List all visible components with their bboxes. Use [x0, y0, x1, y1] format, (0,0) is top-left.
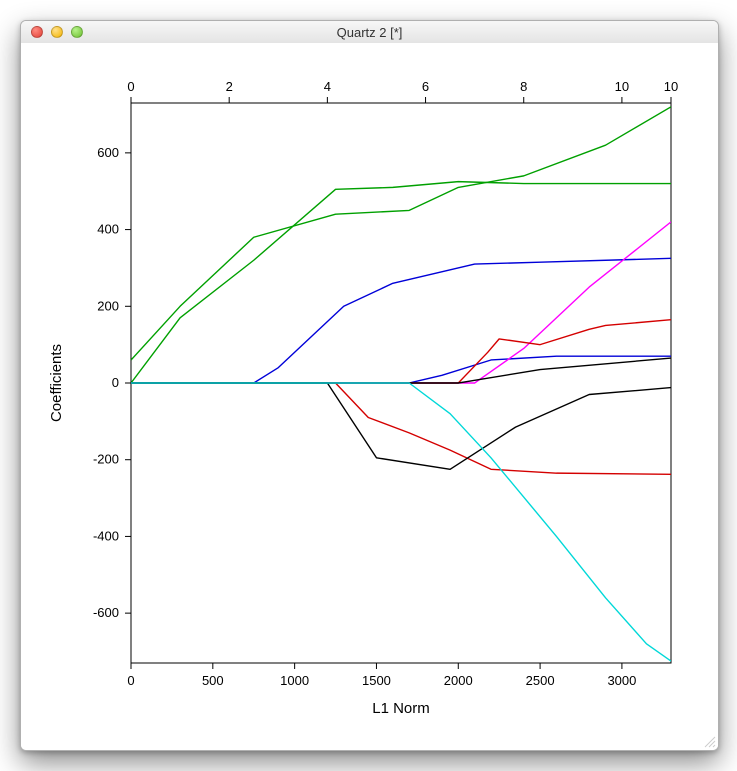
top-tick-label: 4 — [324, 79, 331, 94]
x-tick-label: 3000 — [607, 673, 636, 688]
y-tick-label: 0 — [112, 375, 119, 390]
plot-content: 050010001500200025003000-600-400-2000200… — [21, 43, 718, 750]
y-tick-label: 600 — [97, 145, 119, 160]
top-tick-label: 2 — [226, 79, 233, 94]
y-tick-label: 400 — [97, 222, 119, 237]
coefficients-plot: 050010001500200025003000-600-400-2000200… — [21, 43, 718, 750]
top-tick-label: 8 — [520, 79, 527, 94]
top-tick-label: 0 — [127, 79, 134, 94]
x-tick-label: 1000 — [280, 673, 309, 688]
close-icon[interactable] — [31, 26, 43, 38]
traffic-lights — [21, 26, 83, 38]
x-tick-label: 500 — [202, 673, 224, 688]
top-tick-label: 10 — [664, 79, 678, 94]
top-tick-label: 6 — [422, 79, 429, 94]
window-title: Quartz 2 [*] — [21, 25, 718, 40]
x-axis-label: L1 Norm — [372, 700, 430, 717]
x-tick-label: 2500 — [526, 673, 555, 688]
y-tick-label: -400 — [93, 528, 119, 543]
x-tick-label: 2000 — [444, 673, 473, 688]
x-tick-label: 0 — [127, 673, 134, 688]
top-tick-label: 10 — [615, 79, 629, 94]
y-tick-label: 200 — [97, 298, 119, 313]
minimize-icon[interactable] — [51, 26, 63, 38]
y-tick-label: -200 — [93, 452, 119, 467]
titlebar[interactable]: Quartz 2 [*] — [21, 21, 718, 44]
resize-grip-icon[interactable] — [702, 734, 716, 748]
zoom-icon[interactable] — [71, 26, 83, 38]
y-axis-label: Coefficients — [48, 344, 65, 422]
x-tick-label: 1500 — [362, 673, 391, 688]
y-tick-label: -600 — [93, 605, 119, 620]
quartz-window: Quartz 2 [*] 050010001500200025003000-60… — [20, 20, 719, 751]
